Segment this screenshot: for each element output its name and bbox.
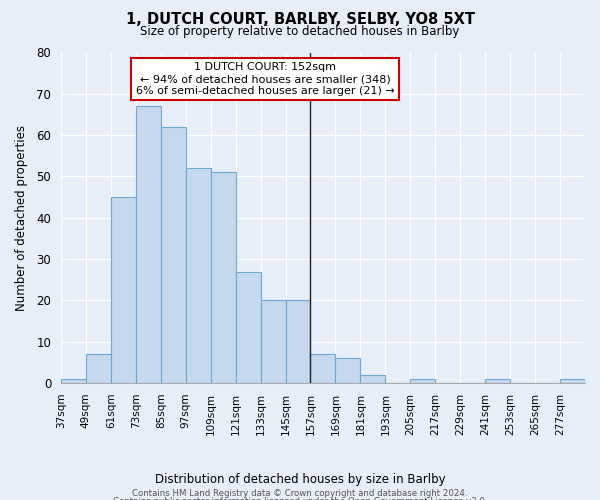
Text: 1, DUTCH COURT, BARLBY, SELBY, YO8 5XT: 1, DUTCH COURT, BARLBY, SELBY, YO8 5XT xyxy=(125,12,475,28)
Text: Size of property relative to detached houses in Barlby: Size of property relative to detached ho… xyxy=(140,25,460,38)
Bar xyxy=(260,300,286,383)
Bar xyxy=(310,354,335,383)
Bar xyxy=(410,379,435,383)
Bar xyxy=(335,358,361,383)
Bar xyxy=(86,354,111,383)
Bar xyxy=(560,379,585,383)
Text: Distribution of detached houses by size in Barlby: Distribution of detached houses by size … xyxy=(155,472,445,486)
Bar xyxy=(361,375,385,383)
Text: Contains HM Land Registry data © Crown copyright and database right 2024.: Contains HM Land Registry data © Crown c… xyxy=(132,489,468,498)
Bar xyxy=(236,272,260,383)
Bar xyxy=(111,197,136,383)
Bar xyxy=(61,379,86,383)
Bar xyxy=(211,172,236,383)
Bar xyxy=(286,300,310,383)
Bar xyxy=(186,168,211,383)
Bar xyxy=(161,127,186,383)
Bar xyxy=(485,379,510,383)
Text: Contains public sector information licensed under the Open Government Licence v3: Contains public sector information licen… xyxy=(113,497,487,500)
Text: 1 DUTCH COURT: 152sqm
← 94% of detached houses are smaller (348)
6% of semi-deta: 1 DUTCH COURT: 152sqm ← 94% of detached … xyxy=(136,62,395,96)
Bar xyxy=(136,106,161,383)
Y-axis label: Number of detached properties: Number of detached properties xyxy=(15,125,28,311)
